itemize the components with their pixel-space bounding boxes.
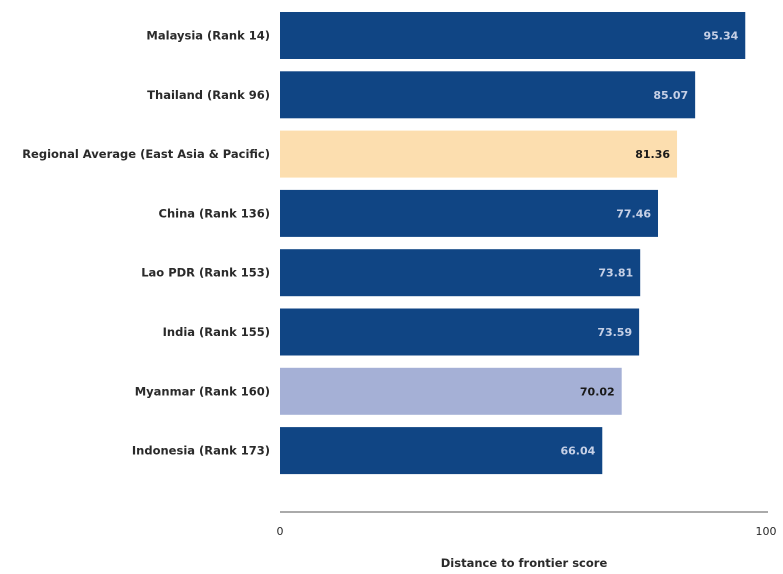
value-label-4: 73.81 [598,267,633,280]
x-tick-label-100: 100 [756,525,777,538]
x-axis-title: Distance to frontier score [441,556,608,570]
bars-group: Malaysia (Rank 14) 95.34 Thailand (Rank 96… [22,12,746,475]
bar-5 [280,308,640,356]
bar-0 [280,12,746,59]
bar-1 [280,71,696,119]
value-label-5: 73.59 [597,326,632,339]
value-label-6: 70.02 [580,385,615,398]
bar-7 [280,427,603,475]
category-label-3: China (Rank 136) [159,206,271,220]
x-tick-label-0: 0 [277,525,284,538]
bar-2 [280,130,678,178]
category-label-7: Indonesia (Rank 173) [132,444,270,458]
category-label-1: Thailand (Rank 96) [147,88,270,102]
category-label-5: India (Rank 155) [163,325,270,339]
bar-4 [280,249,641,297]
category-label-4: Lao PDR (Rank 153) [141,266,270,280]
category-label-0: Malaysia (Rank 14) [146,29,270,43]
value-label-3: 77.46 [616,207,651,220]
value-label-7: 66.04 [560,445,595,458]
value-label-0: 95.34 [703,30,738,43]
category-label-6: Myanmar (Rank 160) [135,384,270,398]
bar-6 [280,367,622,415]
bar-3 [280,189,659,237]
value-label-2: 81.36 [635,148,670,161]
value-label-1: 85.07 [653,89,688,102]
category-label-2: Regional Average (East Asia & Pacific) [22,147,270,161]
